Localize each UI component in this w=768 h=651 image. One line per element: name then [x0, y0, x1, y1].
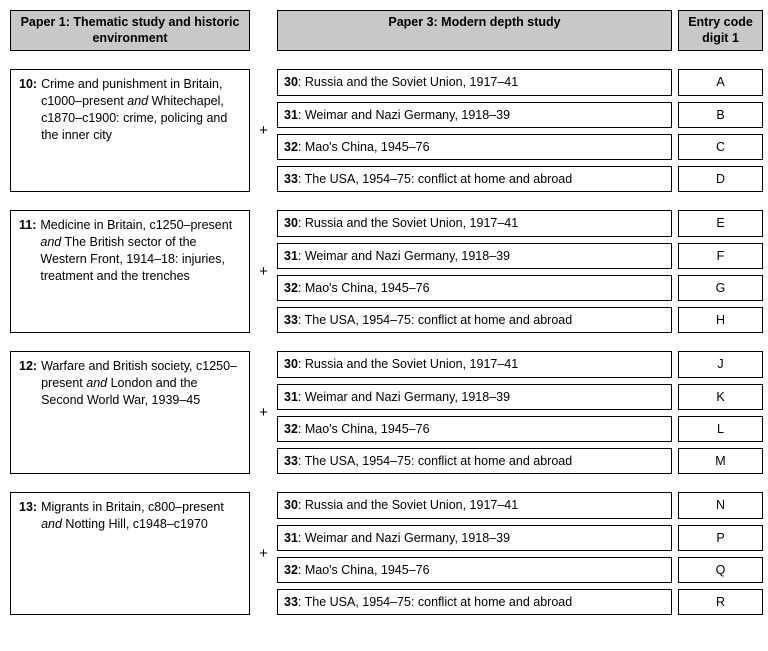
paper3-options-col: 30: Russia and the Soviet Union, 1917–41…	[277, 69, 672, 192]
entry-code: Q	[678, 557, 763, 583]
paper3-option: 33: The USA, 1954–75: conflict at home a…	[277, 448, 672, 474]
paper3-option: 33: The USA, 1954–75: conflict at home a…	[277, 166, 672, 192]
paper3-option: 31: Weimar and Nazi Germany, 1918–39	[277, 243, 672, 269]
paper3-options-col: 30: Russia and the Soviet Union, 1917–41…	[277, 351, 672, 474]
paper1-num: 12	[19, 359, 33, 373]
codes-col: N P Q R	[678, 492, 763, 615]
paper1-num: 10	[19, 77, 33, 91]
paper1-num: 11	[19, 218, 32, 232]
plus-symbol: +	[256, 351, 271, 474]
paper3-option: 32: Mao's China, 1945–76	[277, 557, 672, 583]
layout-grid: Paper 1: Thematic study and historic env…	[10, 10, 758, 615]
entry-code: M	[678, 448, 763, 474]
entry-code: J	[678, 351, 763, 377]
paper3-option: 32: Mao's China, 1945–76	[277, 134, 672, 160]
plus-symbol: +	[256, 69, 271, 192]
paper3-option: 33: The USA, 1954–75: conflict at home a…	[277, 307, 672, 333]
paper1-desc: Crime and punishment in Britain, c1000–p…	[41, 76, 241, 144]
entry-code: B	[678, 102, 763, 128]
paper3-option: 33: The USA, 1954–75: conflict at home a…	[277, 589, 672, 615]
entry-code: H	[678, 307, 763, 333]
paper1-box-13: 13: Migrants in Britain, c800–present an…	[10, 492, 250, 615]
plus-symbol: +	[256, 492, 271, 615]
entry-code: E	[678, 210, 763, 236]
entry-code: F	[678, 243, 763, 269]
paper3-option: 32: Mao's China, 1945–76	[277, 275, 672, 301]
entry-code: D	[678, 166, 763, 192]
header-entry-code: Entry code digit 1	[678, 10, 763, 51]
header-paper3: Paper 3: Modern depth study	[277, 10, 672, 51]
codes-col: J K L M	[678, 351, 763, 474]
entry-code: A	[678, 69, 763, 95]
paper1-box-11: 11: Medicine in Britain, c1250–present a…	[10, 210, 250, 333]
entry-code: C	[678, 134, 763, 160]
plus-symbol: +	[256, 210, 271, 333]
paper3-options-col: 30: Russia and the Soviet Union, 1917–41…	[277, 492, 672, 615]
paper3-option: 30: Russia and the Soviet Union, 1917–41	[277, 492, 672, 518]
paper1-desc: Warfare and British society, c1250–prese…	[41, 358, 241, 409]
paper1-desc: Migrants in Britain, c800–present and No…	[41, 499, 241, 533]
paper3-option: 31: Weimar and Nazi Germany, 1918–39	[277, 525, 672, 551]
paper3-option: 32: Mao's China, 1945–76	[277, 416, 672, 442]
paper3-option: 30: Russia and the Soviet Union, 1917–41	[277, 69, 672, 95]
codes-col: E F G H	[678, 210, 763, 333]
paper3-options-col: 30: Russia and the Soviet Union, 1917–41…	[277, 210, 672, 333]
paper1-desc: Medicine in Britain, c1250–present and T…	[40, 217, 241, 285]
codes-col: A B C D	[678, 69, 763, 192]
entry-code: P	[678, 525, 763, 551]
paper1-box-12: 12: Warfare and British society, c1250–p…	[10, 351, 250, 474]
entry-code: L	[678, 416, 763, 442]
entry-code: R	[678, 589, 763, 615]
entry-code: N	[678, 492, 763, 518]
paper3-option: 31: Weimar and Nazi Germany, 1918–39	[277, 102, 672, 128]
paper3-option: 30: Russia and the Soviet Union, 1917–41	[277, 210, 672, 236]
header-spacer	[256, 10, 271, 51]
entry-code: G	[678, 275, 763, 301]
entry-code: K	[678, 384, 763, 410]
header-paper1: Paper 1: Thematic study and historic env…	[10, 10, 250, 51]
paper1-box-10: 10: Crime and punishment in Britain, c10…	[10, 69, 250, 192]
paper3-option: 30: Russia and the Soviet Union, 1917–41	[277, 351, 672, 377]
paper1-num: 13	[19, 500, 33, 514]
paper3-option: 31: Weimar and Nazi Germany, 1918–39	[277, 384, 672, 410]
